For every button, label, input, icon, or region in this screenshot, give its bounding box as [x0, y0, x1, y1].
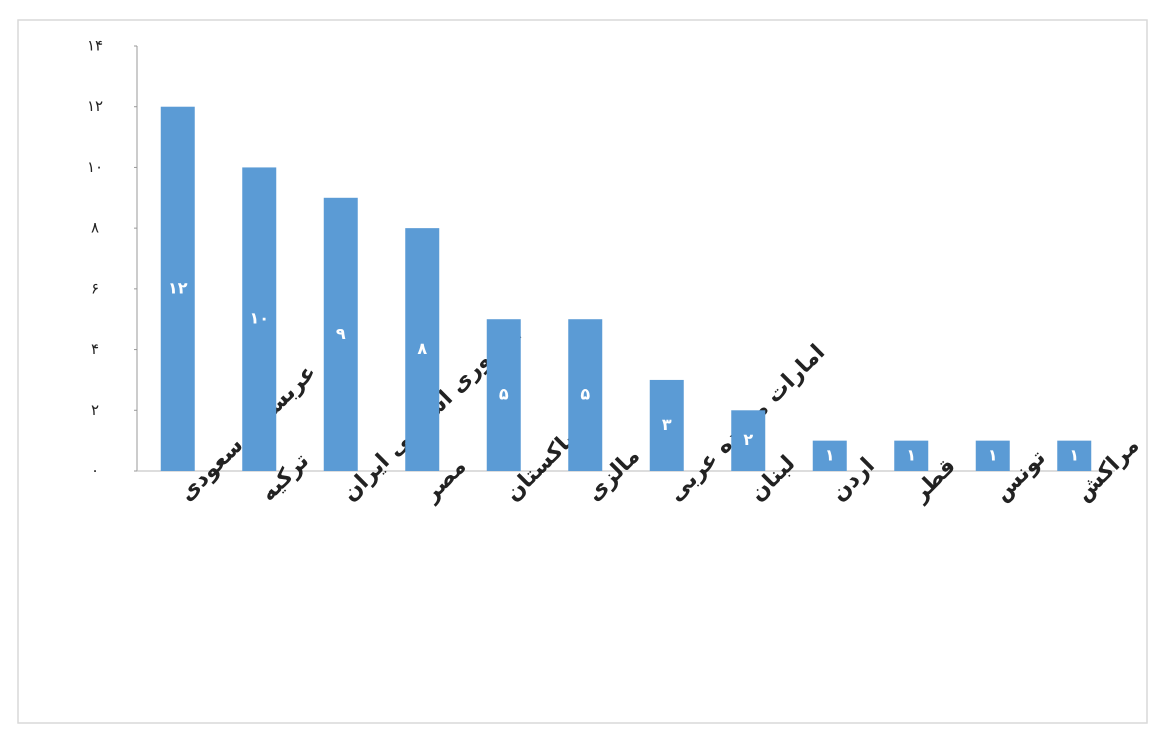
bar — [975, 440, 1010, 471]
y-tick-label: ۱۲ — [87, 97, 103, 115]
y-tick-label: ۲ — [91, 401, 99, 419]
bar — [568, 319, 603, 471]
bar — [812, 440, 847, 471]
bar — [894, 440, 929, 471]
bar — [405, 228, 440, 471]
bar — [1057, 440, 1092, 471]
data-label: ۱ — [988, 445, 998, 464]
bar — [731, 410, 766, 471]
y-tick-label: ۴ — [91, 340, 99, 358]
y-tick-label: ۰ — [91, 462, 99, 480]
bar — [649, 379, 684, 471]
data-label: ۱ — [906, 445, 916, 464]
data-label: ۵ — [499, 385, 509, 404]
data-label: ۱ — [825, 445, 835, 464]
data-label: ۹ — [336, 324, 346, 343]
y-tick-label: ۱۰ — [87, 158, 103, 176]
y-tick-label: ۱۴ — [87, 37, 103, 55]
data-label: ۱۰ — [249, 309, 269, 328]
bar — [242, 167, 277, 471]
y-tick-label: ۸ — [91, 219, 99, 237]
bar — [160, 106, 195, 471]
bar — [323, 197, 358, 472]
y-tick-label: ۶ — [91, 279, 99, 297]
bar — [486, 319, 521, 471]
data-label: ۳ — [662, 415, 672, 434]
data-label: ۵ — [580, 385, 590, 404]
data-label: ۱ — [1069, 445, 1079, 464]
data-label: ۲ — [743, 430, 753, 449]
data-label: ۱۲ — [168, 278, 188, 297]
data-label: ۸ — [417, 339, 427, 358]
